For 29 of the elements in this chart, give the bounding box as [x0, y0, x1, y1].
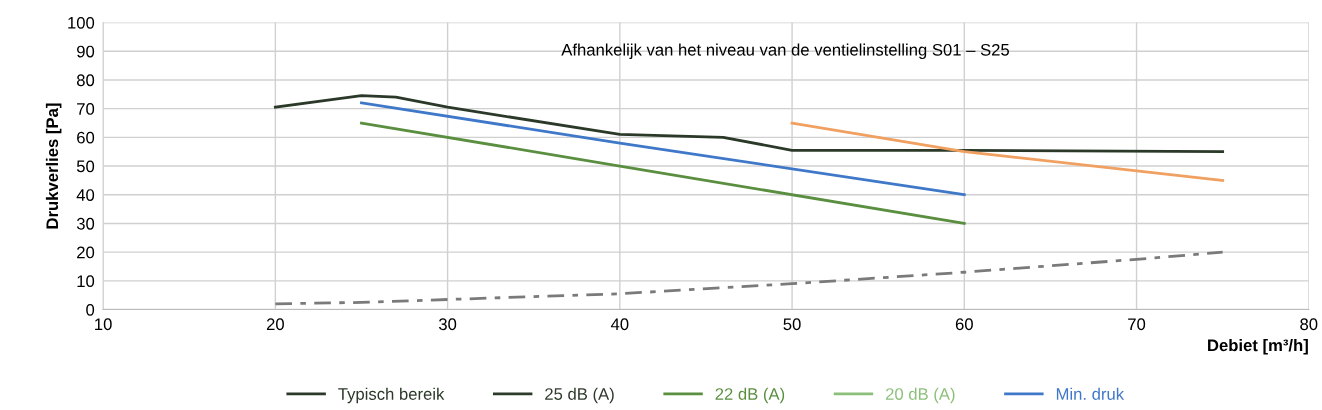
legend-label: 25 dB (A): [545, 387, 614, 404]
y-tick-label: 70: [77, 103, 95, 115]
y-axis-title: Drukverlies [Pa]: [45, 103, 62, 229]
y-tick-label: 30: [76, 217, 95, 230]
y-tick-label: 100: [68, 16, 95, 29]
x-tick-label: 10: [95, 318, 112, 331]
x-tick-label: 20: [266, 318, 284, 331]
y-tick-label: 10: [77, 275, 95, 288]
y-tick-label: 40: [76, 189, 95, 201]
legend-label: Min. druk: [1056, 387, 1125, 400]
legend-label: 22 dB (A): [715, 387, 785, 404]
y-tick-label: 80: [76, 74, 95, 87]
legend-label: 20 dB (A): [885, 387, 955, 404]
y-tick-label: 60: [77, 131, 95, 144]
x-tick-label: 80: [1300, 318, 1318, 331]
line-series: [273, 250, 1225, 306]
line-series: [273, 94, 1225, 154]
annotation: Afhankelijk van het niveau van de ventielinstelling S01 – S25: [561, 43, 1010, 60]
y-tick-label: 0: [86, 303, 95, 316]
y-tick-label: 90: [77, 45, 95, 58]
x-tick-label: 40: [610, 318, 629, 331]
legend-label: Typisch bereik: [338, 387, 445, 404]
x-tick-label: 60: [955, 318, 973, 331]
x-tick-label: 70: [1128, 318, 1146, 331]
y-tick-label: 20: [77, 246, 95, 259]
x-tick-label: 30: [438, 318, 457, 331]
y-tick-label: 50: [76, 160, 95, 173]
x-axis-title: Debiet [m³/h]: [1208, 338, 1308, 355]
x-tick-label: 50: [783, 318, 801, 331]
